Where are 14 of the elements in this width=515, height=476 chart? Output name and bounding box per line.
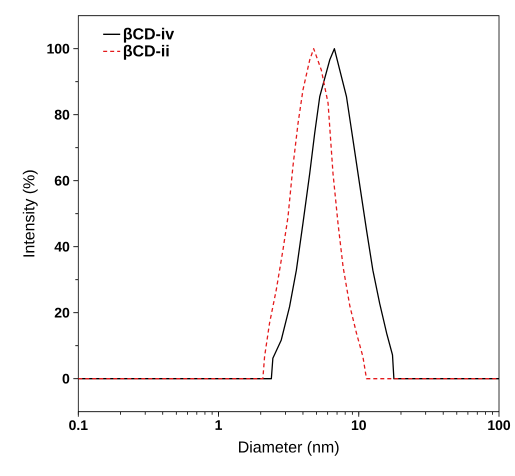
y-tick-label: 100 (47, 44, 70, 54)
x-tick-label: 10 (352, 420, 366, 430)
y-tick-label: 80 (54, 110, 70, 120)
y-tick-label: 60 (54, 176, 70, 186)
y-tick-label: 40 (54, 242, 70, 252)
x-tick-label: 100 (488, 420, 510, 430)
x-tick-label: 0.1 (69, 420, 88, 430)
y-tick-label: 20 (54, 308, 70, 318)
legend-label: βCD-ii (124, 44, 169, 60)
y-tick-label: 0 (62, 374, 70, 384)
x-tick-label: 1 (216, 420, 222, 430)
legend-label: βCD-iv (124, 28, 174, 43)
y-axis-title: Intensity (%) (22, 170, 38, 257)
x-axis-title: Diameter (nm) (239, 440, 339, 456)
